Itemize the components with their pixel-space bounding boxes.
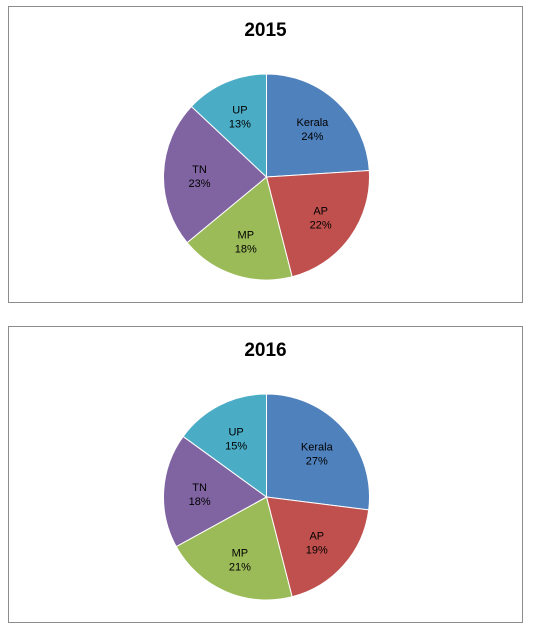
slice-percent-label: 15%	[225, 440, 247, 452]
slice-percent-label: 21%	[229, 562, 251, 574]
slice-percent-label: 13%	[229, 119, 251, 131]
slice-percent-label: 19%	[306, 544, 328, 556]
pie-chart-2015: Kerala 24% AP 22% MP 18% TN 23% UP 13%	[163, 73, 370, 281]
pie-slice-tn	[163, 435, 268, 548]
slice-percent-label: 23%	[188, 178, 210, 190]
slice-category-label: AP	[309, 530, 324, 542]
slice-percent-label: 22%	[310, 219, 332, 231]
slice-category-label: Kerala	[301, 442, 334, 454]
slice-percent-label: 18%	[189, 496, 211, 508]
pie-slice-mp	[175, 496, 293, 601]
chart-2016: 2016 Kerala 27% AP 19% MP 21% TN 18% UP 15%	[8, 326, 523, 623]
slice-percent-label: 24%	[301, 131, 323, 143]
slice-percent-label: 27%	[306, 456, 328, 468]
slice-category-label: Kerala	[297, 117, 330, 129]
pie-slice-tn	[163, 105, 268, 244]
slice-category-label: TN	[192, 164, 207, 176]
pie-slice-ap	[265, 496, 370, 598]
pie-slice-kerala	[266, 73, 370, 178]
slice-category-label: UP	[228, 426, 243, 438]
chart-title: 2016	[244, 340, 287, 361]
pie-slice-up	[190, 73, 267, 179]
chart-2015: 2015 Kerala 24% AP 22% MP 18% TN 23% UP 13%	[8, 6, 523, 303]
slice-percent-label: 18%	[235, 244, 257, 256]
chart-title: 2015	[244, 20, 287, 41]
slice-category-label: UP	[232, 105, 247, 117]
pie-slice-kerala	[266, 393, 370, 511]
pie-slice-mp	[186, 176, 293, 281]
slice-category-label: MP	[232, 548, 249, 560]
pie-chart-2016: Kerala 27% AP 19% MP 21% TN 18% UP 15%	[163, 393, 370, 601]
pie-slice-ap	[265, 169, 370, 278]
pie-slice-up	[182, 393, 267, 498]
slice-category-label: AP	[313, 205, 328, 217]
slice-category-label: TN	[192, 482, 207, 494]
slice-category-label: MP	[238, 230, 255, 242]
